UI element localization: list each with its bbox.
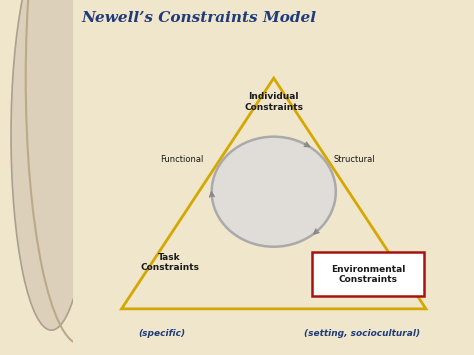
Text: Functional: Functional [160,155,203,164]
Text: Task
Constraints: Task Constraints [140,253,199,272]
Text: (specific): (specific) [138,329,185,338]
Text: (setting, sociocultural): (setting, sociocultural) [304,329,420,338]
FancyBboxPatch shape [312,252,424,296]
Text: Newell’s Constraints Model: Newell’s Constraints Model [82,11,317,24]
Text: Structural: Structural [333,155,374,164]
Text: Individual
Constraints: Individual Constraints [244,92,303,112]
Text: Environmental
Constraints: Environmental Constraints [331,264,405,284]
Circle shape [11,0,92,330]
Circle shape [212,137,336,247]
